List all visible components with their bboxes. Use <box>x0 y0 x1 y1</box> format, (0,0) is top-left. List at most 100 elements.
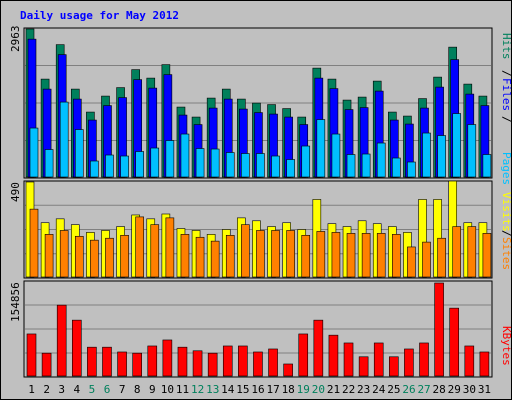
legend-visits: Visits <box>500 192 512 232</box>
legend-sep-2: / <box>500 70 512 77</box>
sites-bar <box>271 230 280 278</box>
top-ymax-label: 2963 <box>9 26 22 53</box>
x-tick-label: 7 <box>119 383 126 396</box>
pages-bar <box>180 133 190 178</box>
pages-bar <box>286 159 295 178</box>
kbytes-bar <box>117 351 127 377</box>
pages-bar <box>407 161 416 178</box>
x-tick-label: 20 <box>312 383 325 396</box>
sites-bar <box>241 224 250 278</box>
x-tick-label: 22 <box>342 383 355 396</box>
top-panel: 2963 Pages / Files / Hits <box>9 26 512 186</box>
x-tick-label: 16 <box>251 383 264 396</box>
x-tick-label: 27 <box>417 383 430 396</box>
x-tick-label: 28 <box>433 383 446 396</box>
sites-bar <box>44 234 54 278</box>
chart-title: Daily usage for May 2012 <box>20 9 179 22</box>
x-tick-label: 19 <box>297 383 310 396</box>
sites-bar <box>376 233 386 278</box>
sites-bar <box>74 235 84 278</box>
kbytes-bar <box>222 345 233 377</box>
x-tick-label: 6 <box>104 383 111 396</box>
kbytes-bar <box>26 333 37 377</box>
pages-bar <box>105 154 114 178</box>
x-tick-label: 12 <box>191 383 204 396</box>
pages-bar <box>241 153 250 178</box>
sites-bar <box>331 232 341 278</box>
kbytes-bar <box>298 333 309 377</box>
sites-bar <box>180 234 190 278</box>
kbytes-bar <box>192 350 203 377</box>
x-tick-label: 31 <box>478 383 491 396</box>
middle-right-legend: Sites / Visits <box>500 192 512 270</box>
pages-bar <box>165 140 175 178</box>
pages-bar <box>150 147 160 178</box>
bottom-ymax-label: 154856 <box>9 282 22 322</box>
x-tick-label: 24 <box>372 383 386 396</box>
pages-bar <box>271 155 280 178</box>
pages-bar <box>225 152 235 178</box>
x-tick-label: 3 <box>58 383 65 396</box>
pages-bar <box>392 157 401 178</box>
x-axis-labels: 1 2 3 4 5 6 7 8 9 10 11 12 13 14 15 16 17 18 19 20 21 22 23 24 2… <box>28 383 491 396</box>
legend-sep-3: / <box>500 230 512 237</box>
sites-bar <box>437 237 446 278</box>
x-tick-label: 17 <box>266 383 279 396</box>
sites-bar <box>346 233 356 278</box>
sites-bar <box>407 246 416 278</box>
legend-hits: Hits <box>500 33 512 60</box>
x-tick-label: 11 <box>176 383 189 396</box>
sites-bar <box>452 226 462 278</box>
pages-bar <box>301 145 311 178</box>
middle-ymax-label: 490 <box>9 182 22 202</box>
sites-bar <box>210 240 220 278</box>
pages-bar <box>376 142 386 178</box>
kbytes-bar <box>283 363 293 377</box>
bottom-panel: 154856 KBytes <box>9 280 512 378</box>
kbytes-bar <box>464 345 475 377</box>
pages-bar <box>74 129 84 178</box>
sites-bar <box>59 230 69 278</box>
bottom-bars <box>26 282 490 377</box>
kbytes-bar <box>313 319 324 377</box>
sites-bar <box>165 217 175 278</box>
legend-kbytes: KBytes <box>500 326 512 366</box>
sites-bar <box>361 233 371 278</box>
sites-bar <box>286 230 295 278</box>
x-tick-label: 23 <box>357 383 370 396</box>
sites-bar <box>105 237 114 278</box>
x-tick-label: 5 <box>89 383 96 396</box>
kbytes-bar <box>253 351 263 377</box>
kbytes-bar <box>268 348 278 377</box>
top-right-legend: Pages / Files / Hits <box>500 33 512 185</box>
x-tick-label: 26 <box>402 383 415 396</box>
x-tick-label: 9 <box>149 383 156 396</box>
pages-bar <box>29 127 39 178</box>
middle-panel: 490 Sites / Visits <box>9 180 512 279</box>
kbytes-bar <box>419 342 429 377</box>
pages-bar <box>346 154 356 178</box>
x-tick-label: 8 <box>134 383 141 396</box>
kbytes-bar <box>102 346 112 377</box>
kbytes-bar <box>177 346 188 377</box>
x-tick-label: 18 <box>282 383 295 396</box>
x-tick-label: 30 <box>463 383 476 396</box>
x-tick-label: 10 <box>161 383 174 396</box>
pages-bar <box>44 149 54 178</box>
kbytes-bar <box>41 352 52 377</box>
sites-bar <box>301 235 311 278</box>
kbytes-bar <box>373 342 384 377</box>
sites-bar <box>195 236 205 278</box>
pages-bar <box>210 148 220 178</box>
kbytes-bar <box>358 356 369 377</box>
sites-bar <box>29 208 39 278</box>
legend-pages: Pages <box>500 152 512 185</box>
x-tick-label: 2 <box>43 383 50 396</box>
pages-bar <box>422 132 431 178</box>
kbytes-bar <box>162 339 173 377</box>
kbytes-bar <box>449 307 460 377</box>
kbytes-bar <box>147 345 158 377</box>
x-tick-label: 14 <box>221 383 235 396</box>
x-tick-label: 15 <box>236 383 249 396</box>
